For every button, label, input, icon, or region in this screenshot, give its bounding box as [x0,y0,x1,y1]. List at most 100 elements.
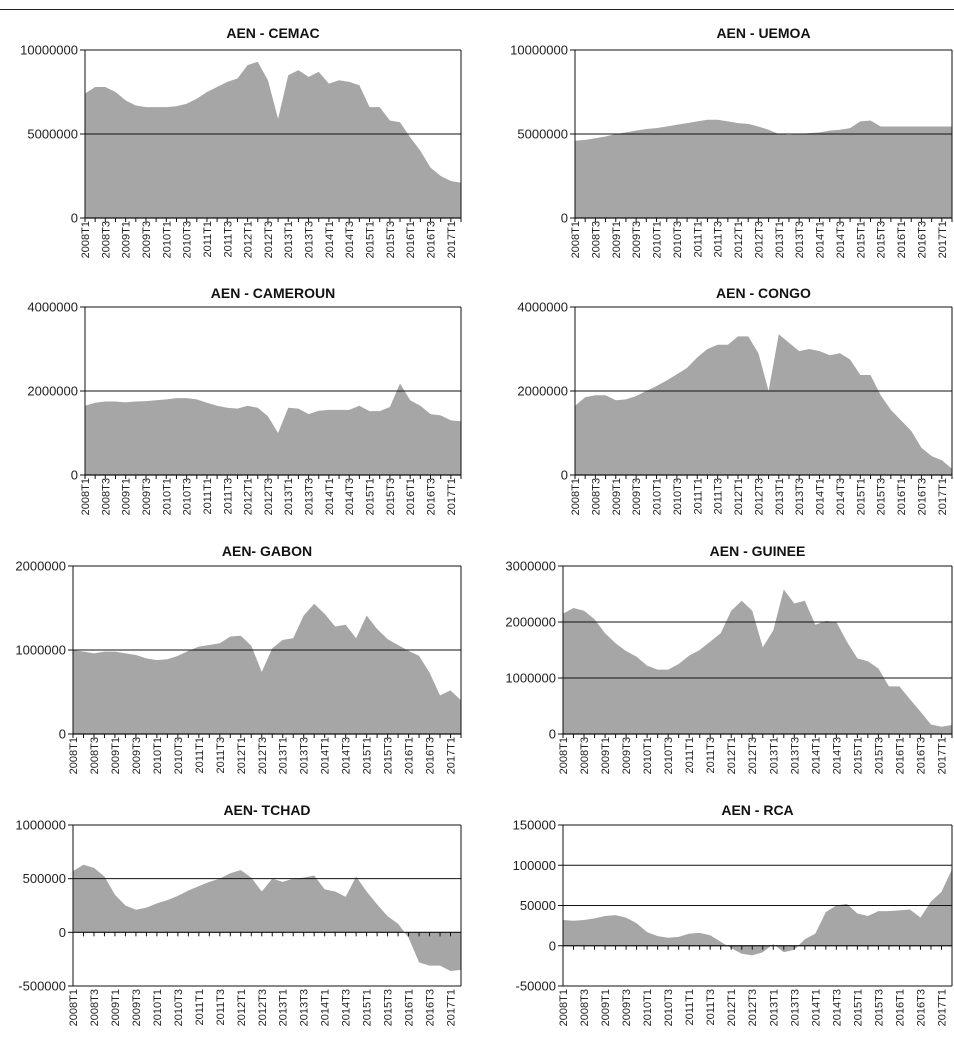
x-tick-label: 2015T1 [365,221,377,258]
x-tick-label: 2011T3 [222,221,234,258]
x-tick-label: 2016T3 [425,737,437,774]
y-tick-label: 3000000 [505,559,556,574]
x-tick-label: 2013T3 [299,989,311,1026]
y-tick-label: 10000000 [510,43,568,58]
x-tick-label: 2011T3 [222,478,234,515]
x-tick-label: 2010T1 [652,478,664,515]
chart-title: AEN - UEMOA [716,25,810,41]
chart-panel-3: AEN - CONGO 0 2000000 4000000 2008T1 2008T3 20… [517,285,953,515]
x-tick-label: 2010T3 [663,989,675,1026]
x-tick-label: 2015T3 [873,737,885,774]
x-tick-label: 2009T3 [131,737,143,774]
x-tick-label: 2015T3 [385,221,397,258]
x-tick-label: 2012T3 [257,737,269,774]
x-tick-label: 2016T3 [915,989,927,1026]
x-tick-label: 2015T3 [385,478,397,515]
y-tick-label: 1000000 [15,643,66,658]
x-tick-label: 2014T3 [831,737,843,774]
x-tick-label: 2010T3 [173,737,185,774]
x-tick-label: 2017T1 [937,478,949,515]
x-tick-label: 2010T3 [663,737,675,774]
x-tick-label: 2011T1 [202,478,214,515]
x-tick-label: 2010T3 [173,989,185,1026]
x-tick-label: 2014T1 [815,221,827,258]
x-tick-label: 2014T3 [341,737,353,774]
chart-title: AEN - CONGO [716,285,811,301]
x-tick-label: 2008T1 [570,478,582,515]
x-tick-label: 2012T1 [726,989,738,1026]
x-tick-label: 2011T3 [215,989,227,1026]
x-tick-label: 2014T3 [831,989,843,1026]
x-tick-label: 2013T3 [304,478,316,515]
x-tick-label: 2009T3 [631,478,643,515]
x-tick-label: 2012T1 [726,737,738,774]
x-tick-label: 2008T1 [68,737,80,774]
x-tick-label: 2011T3 [713,478,725,515]
chart-title: AEN - GUINEE [710,543,806,559]
y-tick-label: 10000000 [20,43,78,58]
x-tick-label: 2010T3 [672,221,684,258]
x-tick-label: 2017T1 [936,989,948,1026]
y-tick-label: 100000 [513,858,556,873]
x-tick-label: 2016T1 [404,989,416,1026]
x-tick-label: 2013T1 [774,478,786,515]
y-tick-label: 0 [71,468,78,483]
x-tick-label: 2009T1 [600,737,612,774]
x-tick-label: 2008T3 [579,737,591,774]
y-tick-label: 5000000 [27,127,78,142]
x-tick-label: 2011T1 [692,478,704,515]
y-tick-label: 0 [71,211,78,226]
x-tick-label: 2014T3 [341,989,353,1026]
x-tick-label: 2016T1 [896,221,908,258]
x-tick-label: 2015T1 [855,478,867,515]
x-tick-label: 2015T1 [852,737,864,774]
x-tick-label: 2010T3 [672,478,684,515]
x-tick-label: 2014T3 [344,221,356,258]
x-tick-label: 2014T1 [320,737,332,774]
x-tick-label: 2009T1 [121,221,133,258]
x-tick-label: 2010T1 [642,989,654,1026]
y-tick-label: 0 [561,211,568,226]
x-tick-label: 2009T1 [611,221,623,258]
x-tick-label: 2016T1 [894,737,906,774]
x-tick-label: 2015T1 [855,221,867,258]
x-tick-label: 2009T3 [621,989,633,1026]
x-tick-label: 2017T1 [446,221,458,258]
x-tick-label: 2014T1 [810,737,822,774]
area-series [85,61,461,219]
chart-panel-4: AEN- GABON 0 1000000 2000000 2008T1 2008T3 200… [15,543,462,774]
x-tick-label: 2016T3 [426,221,438,258]
top-rule [0,9,954,10]
x-tick-label: 2008T1 [558,989,570,1026]
x-tick-label: 2008T3 [100,221,112,258]
x-tick-label: 2009T1 [611,478,623,515]
y-tick-label: 4000000 [517,300,568,315]
x-tick-label: 2015T1 [852,989,864,1026]
x-tick-label: 2008T3 [100,478,112,515]
x-tick-label: 2011T1 [692,221,704,258]
x-tick-label: 2012T3 [263,221,275,258]
x-tick-label: 2009T3 [631,221,643,258]
y-tick-label: 500000 [23,871,66,886]
x-tick-label: 2010T1 [652,221,664,258]
x-tick-label: 2012T3 [753,221,765,258]
x-tick-label: 2013T3 [299,737,311,774]
x-tick-label: 2012T1 [243,221,255,258]
x-tick-label: 2010T3 [182,478,194,515]
x-tick-label: 2008T3 [590,478,602,515]
x-tick-label: 2017T1 [446,478,458,515]
x-tick-label: 2016T1 [896,478,908,515]
x-tick-label: 2015T3 [383,737,395,774]
x-tick-label: 2011T1 [684,737,696,774]
x-tick-label: 2008T3 [89,989,101,1026]
x-tick-label: 2015T3 [383,989,395,1026]
chart-title: AEN- GABON [222,543,312,559]
x-tick-label: 2014T1 [320,989,332,1026]
y-tick-label: 2000000 [517,384,568,399]
x-tick-label: 2013T1 [768,989,780,1026]
x-tick-label: 2013T3 [794,478,806,515]
chart-panel-5: AEN - GUINEE 0 1000000 2000000 3000000 2008T1… [505,543,953,774]
x-tick-label: 2011T3 [705,989,717,1025]
